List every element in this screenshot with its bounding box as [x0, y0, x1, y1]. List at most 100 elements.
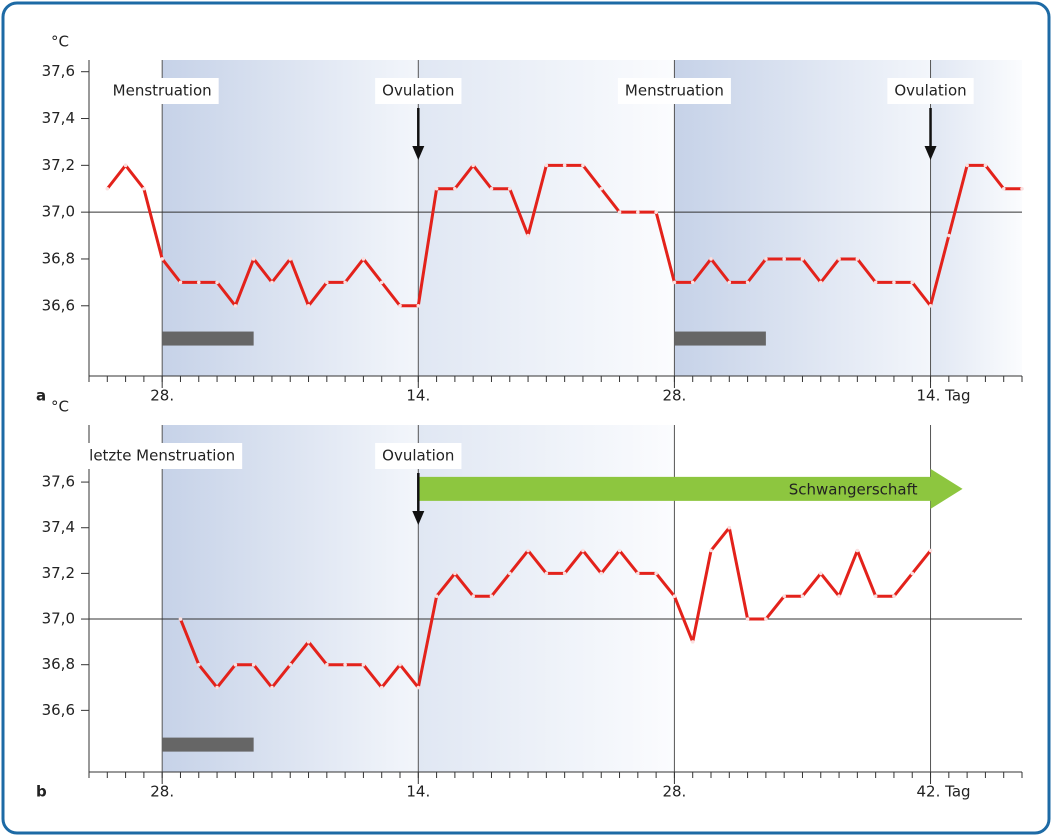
- x-tick-label: 14.: [406, 387, 430, 405]
- temperature-point: [306, 640, 311, 644]
- y-tick-label: 36,8: [42, 655, 75, 673]
- event-label: letzte Menstruation: [89, 447, 235, 465]
- temperature-point: [800, 594, 805, 599]
- temperature-point: [745, 280, 750, 285]
- temperature-point: [617, 210, 622, 214]
- temperature-point: [727, 525, 732, 530]
- temperature-point: [215, 685, 219, 690]
- temperature-point: [617, 548, 622, 553]
- event-label-box: [887, 78, 974, 104]
- temperature-point: [672, 594, 677, 599]
- temperature-point: [343, 280, 347, 285]
- temperature-point: [690, 280, 695, 285]
- temperature-point: [709, 548, 713, 553]
- temperature-point: [636, 210, 640, 214]
- temperature-point: [654, 571, 658, 576]
- temperature-point: [818, 280, 823, 285]
- y-tick-label: 37,6: [42, 62, 75, 80]
- temperature-point: [507, 186, 512, 191]
- event-label: Menstruation: [113, 82, 212, 100]
- x-tick-label: 14.: [406, 783, 430, 801]
- temperature-point: [379, 280, 384, 285]
- temperature-point: [526, 548, 530, 553]
- temperature-point: [727, 280, 732, 285]
- event-label: Ovulation: [894, 82, 966, 100]
- y-tick-label: 37,2: [42, 564, 75, 582]
- temperature-point: [471, 594, 475, 599]
- temperature-point: [251, 257, 256, 261]
- temperature-point: [489, 594, 494, 599]
- temperature-line: [179, 526, 932, 690]
- menstruation-bar: [162, 331, 254, 346]
- temperature-point: [965, 163, 969, 168]
- y-tick-label: 37,2: [42, 156, 75, 174]
- temperature-point: [690, 640, 695, 644]
- temperature-point: [416, 685, 421, 690]
- temperature-point: [453, 571, 457, 576]
- temperature-point: [471, 163, 475, 168]
- temperature-point: [855, 548, 860, 553]
- temperature-point: [379, 685, 384, 690]
- temperature-point: [892, 594, 896, 599]
- panel-label: a: [36, 387, 46, 405]
- temperature-point: [782, 594, 786, 599]
- temperature-point: [270, 280, 274, 285]
- temperature-point: [1001, 186, 1006, 191]
- temperature-point: [562, 163, 567, 168]
- temperature-point: [873, 594, 878, 599]
- y-tick-label: 37,0: [42, 203, 75, 221]
- temperature-point: [251, 662, 256, 667]
- panel-label: b: [36, 783, 47, 801]
- y-tick-label: 36,6: [42, 296, 75, 314]
- y-tick-label: 37,4: [42, 518, 75, 536]
- event-label: Ovulation: [382, 82, 454, 100]
- temperature-point: [434, 186, 439, 191]
- menstruation-bar: [674, 331, 766, 346]
- temperature-point: [581, 548, 585, 553]
- temperature-point: [581, 163, 585, 168]
- temperature-point: [837, 257, 841, 261]
- pregnancy-arrow: [418, 468, 963, 509]
- pregnancy-label: Schwangerschaft: [789, 480, 918, 498]
- x-tick-label: 42. Tag: [917, 783, 971, 801]
- temperature-point: [544, 571, 549, 576]
- event-label-box: [105, 78, 219, 104]
- temperature-point: [398, 303, 402, 308]
- temperature-point: [837, 594, 841, 599]
- temperature-point: [178, 280, 183, 285]
- temperature-point: [215, 280, 219, 285]
- temperature-point: [105, 186, 110, 191]
- event-label: Menstruation: [625, 82, 724, 100]
- temperature-point: [288, 257, 293, 261]
- x-tick-label: 28.: [662, 783, 686, 801]
- temperature-point: [745, 617, 750, 621]
- temperature-point: [599, 186, 604, 191]
- x-tick-label: 14. Tag: [917, 387, 971, 405]
- cycle-shade: [930, 60, 1022, 376]
- menstruation-bar: [162, 737, 254, 752]
- cycle-shade: [418, 60, 675, 376]
- x-tick-label: 28.: [662, 387, 686, 405]
- y-tick-label: 37,0: [42, 610, 75, 628]
- temperature-point: [672, 280, 677, 285]
- event-label: Ovulation: [382, 447, 454, 465]
- temperature-point: [764, 617, 768, 621]
- temperature-point: [270, 685, 274, 690]
- ovulation-arrowhead: [924, 146, 937, 160]
- y-tick-label: 36,6: [42, 701, 75, 719]
- temperature-point: [233, 662, 238, 667]
- temperature-point: [361, 662, 366, 667]
- temperature-point: [398, 662, 402, 667]
- cycle-shade: [162, 425, 419, 772]
- event-label-box: [375, 78, 462, 104]
- temperature-point: [453, 186, 457, 191]
- temperature-point: [873, 280, 878, 285]
- y-axis-label: °C: [51, 33, 69, 51]
- temperature-point: [544, 163, 549, 168]
- temperature-point: [233, 303, 238, 308]
- y-tick-label: 37,6: [42, 473, 75, 491]
- temperature-point: [142, 186, 146, 191]
- temperature-point: [160, 257, 164, 261]
